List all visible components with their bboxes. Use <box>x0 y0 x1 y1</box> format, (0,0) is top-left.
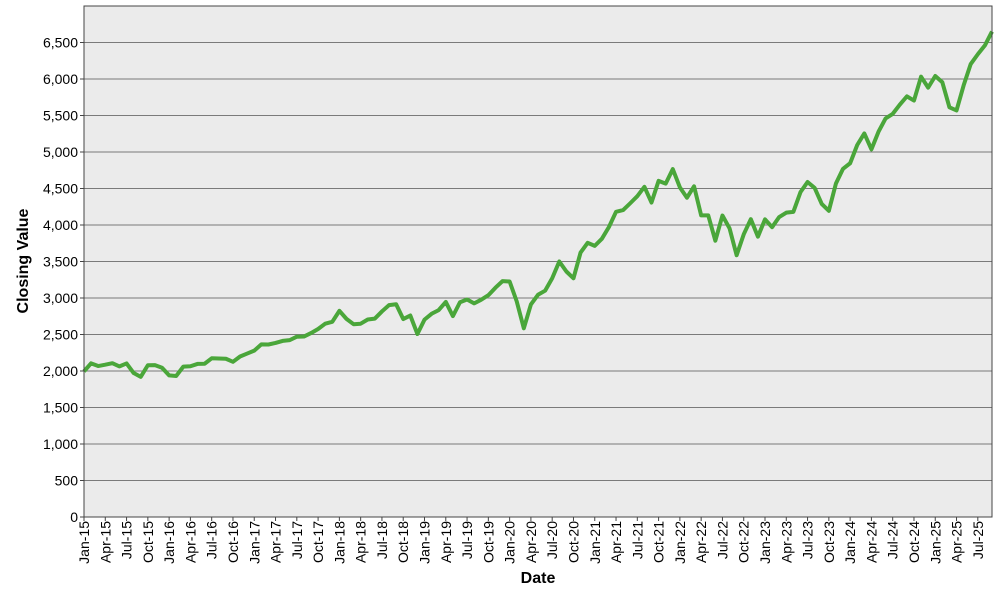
x-tick-label: Apr-17 <box>268 521 284 563</box>
x-tick-label: Apr-18 <box>353 521 369 563</box>
x-tick-label: Jul-25 <box>970 521 986 559</box>
x-axis-label: Date <box>521 570 556 587</box>
x-tick-label: Jul-22 <box>714 521 730 559</box>
x-tick-label: Oct-20 <box>565 521 581 563</box>
x-tick-label: Oct-22 <box>736 521 752 563</box>
x-tick-label: Oct-23 <box>821 521 837 563</box>
y-tick-label: 2,500 <box>43 327 78 343</box>
y-tick-label: 5,000 <box>43 144 78 160</box>
x-tick-label: Apr-20 <box>523 521 539 563</box>
x-tick-label: Jul-20 <box>544 521 560 559</box>
x-tick-label: Jul-21 <box>629 521 645 559</box>
x-tick-label: Jan-25 <box>927 521 943 564</box>
x-tick-label: Jul-16 <box>204 521 220 559</box>
y-tick-label: 5,500 <box>43 108 78 124</box>
x-tick-label: Apr-24 <box>863 521 879 563</box>
x-tick-label: Apr-22 <box>693 521 709 563</box>
x-tick-label: Oct-17 <box>310 521 326 563</box>
x-tick-label: Jul-17 <box>289 521 305 559</box>
x-tick-label: Jul-24 <box>885 521 901 559</box>
x-tick-label: Jan-24 <box>842 521 858 564</box>
x-tick-label: Jul-19 <box>459 521 475 559</box>
y-tick-label: 3,500 <box>43 254 78 270</box>
y-tick-label: 3,000 <box>43 290 78 306</box>
x-tick-label: Apr-16 <box>182 521 198 563</box>
x-tick-label: Jan-19 <box>417 521 433 564</box>
x-tick-label: Jan-22 <box>672 521 688 564</box>
x-tick-label: Apr-21 <box>608 521 624 563</box>
x-tick-label: Oct-15 <box>140 521 156 563</box>
y-tick-label: 4,500 <box>43 181 78 197</box>
x-tick-label: Jul-15 <box>119 521 135 559</box>
x-tick-label: Jan-21 <box>587 521 603 564</box>
x-tick-label: Jan-16 <box>161 521 177 564</box>
y-tick-label: 6,000 <box>43 71 78 87</box>
x-tick-label: Apr-23 <box>778 521 794 563</box>
x-tick-label: Jan-17 <box>246 521 262 564</box>
y-tick-label: 0 <box>70 509 78 525</box>
x-tick-label: Jan-15 <box>76 521 92 564</box>
grid <box>80 42 992 521</box>
x-tick-label: Jan-20 <box>502 521 518 564</box>
y-axis-label: Closing Value <box>15 208 32 313</box>
y-tick-label: 2,000 <box>43 363 78 379</box>
x-tick-label: Jan-18 <box>331 521 347 564</box>
y-tick-label: 6,500 <box>43 35 78 51</box>
x-tick-label: Oct-18 <box>395 521 411 563</box>
plot-border <box>83 5 993 518</box>
x-tick-label: Oct-21 <box>651 521 667 563</box>
line-series <box>82 30 994 379</box>
x-tick-label: Oct-19 <box>480 521 496 563</box>
x-tick-label: Apr-19 <box>438 521 454 563</box>
x-tick-label: Jul-23 <box>800 521 816 559</box>
y-tick-label: 500 <box>55 473 79 489</box>
x-tick-label: Apr-15 <box>97 521 113 563</box>
x-tick-label: Oct-24 <box>906 521 922 563</box>
x-tick-label: Apr-25 <box>949 521 965 563</box>
x-tick-label: Jul-18 <box>374 521 390 559</box>
y-tick-label: 1,500 <box>43 400 78 416</box>
x-tick-label: Jan-23 <box>757 521 773 564</box>
marks <box>82 30 994 379</box>
y-tick-label: 4,000 <box>43 217 78 233</box>
x-tick-label: Oct-16 <box>225 521 241 563</box>
y-tick-label: 1,000 <box>43 436 78 452</box>
